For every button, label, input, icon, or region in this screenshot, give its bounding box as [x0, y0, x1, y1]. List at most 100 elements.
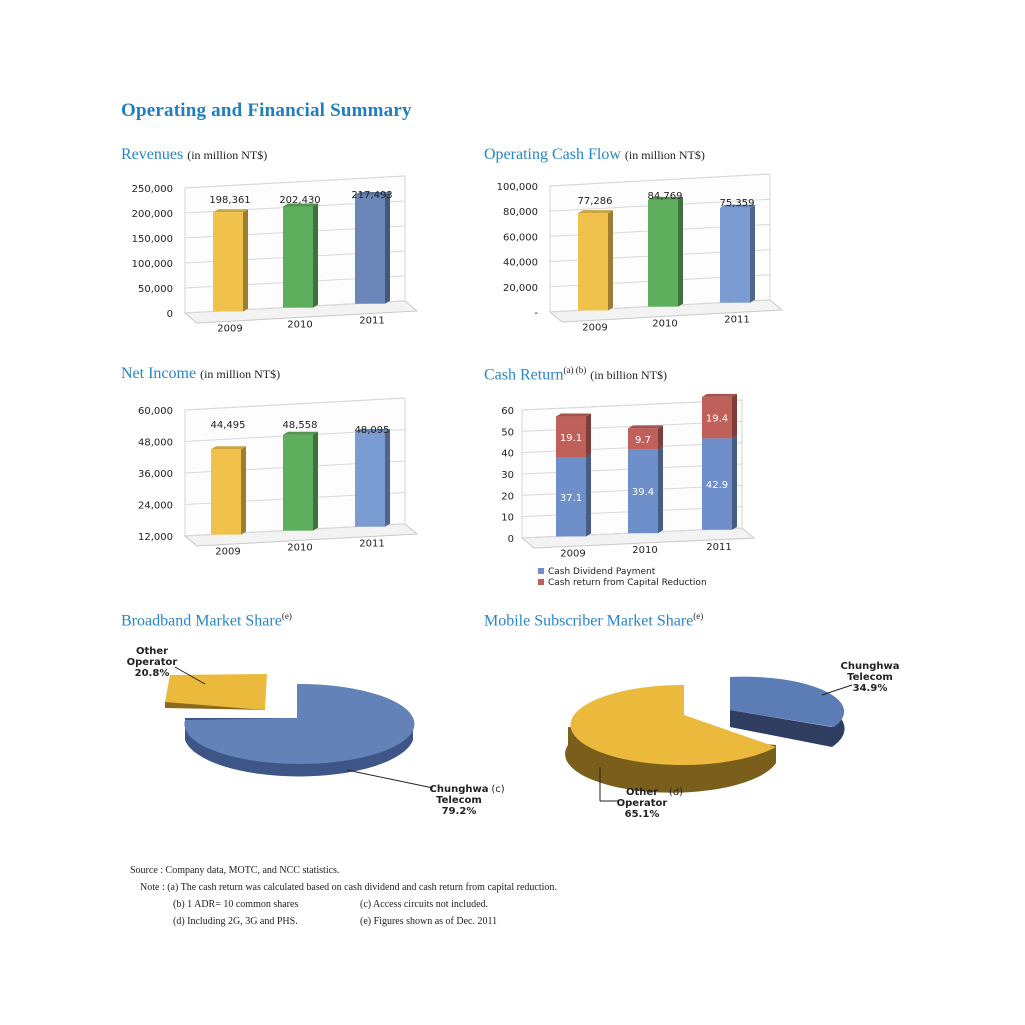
mob-other-note: (d) — [669, 787, 683, 798]
bar-side — [678, 196, 683, 307]
y-tick-label: 12,000 — [138, 532, 173, 543]
bb-leader-other — [174, 666, 206, 685]
bar-top — [355, 191, 390, 195]
y-tick-label: 100,000 — [497, 182, 538, 193]
mob-cht-label-2: Telecom — [847, 672, 893, 683]
bar-top — [283, 431, 318, 435]
y-tick-label: 24,000 — [138, 501, 173, 512]
cashflow-chart: - 20,000 40,000 60,000 80,000 100,000 77,286 20… — [480, 173, 785, 341]
bar-side — [586, 413, 591, 458]
broadband-sup: (e) — [281, 611, 292, 621]
bar-side — [313, 431, 318, 531]
bb-cht-value: 79.2% — [442, 806, 477, 817]
revenues-unit: (in million NT$) — [187, 148, 268, 162]
bar-side — [241, 446, 246, 535]
bar — [578, 213, 608, 311]
bar-top — [720, 204, 755, 208]
bar-top — [283, 203, 318, 207]
mob-slice-cht — [730, 676, 845, 727]
y-tick-label: 200,000 — [132, 209, 173, 220]
x-tick-label: 2011 — [724, 315, 749, 326]
bar-side — [586, 454, 591, 537]
bar — [213, 212, 243, 312]
x-tick-label: 2009 — [560, 548, 585, 559]
cashreturn-chart: 0 10 20 30 40 50 60 37.1 19.1 2009 39.4 9.7 2010 42.9… — [480, 393, 770, 588]
mob-leader-cht — [821, 684, 853, 696]
x-tick-label: 2009 — [582, 322, 607, 333]
y-tick-label: 50 — [501, 427, 514, 438]
data-label: 202,430 — [279, 195, 320, 206]
mob-slice-other — [570, 684, 776, 765]
netincome-chart: 12,000 24,000 36,000 48,000 60,000 44,495 2009… — [115, 397, 420, 568]
mob-cht-value: 34.9% — [853, 683, 888, 694]
data-label: 19.4 — [706, 414, 728, 425]
data-label: 48,558 — [283, 420, 318, 431]
note-row-b-c: (b) 1 ADR= 10 common shares (c) Access c… — [130, 896, 557, 913]
y-tick-label: 100,000 — [132, 259, 173, 270]
y-tick-label: 150,000 — [132, 234, 173, 245]
data-label: 9.7 — [635, 435, 651, 446]
y-tick-label: 0 — [167, 309, 173, 320]
data-label: 198,361 — [209, 195, 250, 206]
cashflow-heading: Operating Cash Flow (in million NT$) — [484, 146, 705, 164]
bar-top — [355, 428, 390, 432]
netincome-heading: Net Income (in million NT$) — [121, 365, 280, 383]
x-tick-label: 2010 — [287, 543, 312, 554]
data-label: 84,769 — [648, 191, 683, 202]
note-e: (e) Figures shown as of Dec. 2011 — [360, 916, 498, 927]
y-tick-label: 20,000 — [503, 283, 538, 294]
bar — [702, 438, 732, 530]
data-label: 217,493 — [351, 190, 392, 201]
bar — [702, 396, 732, 439]
y-tick-label: 40,000 — [503, 258, 538, 269]
x-tick-label: 2009 — [215, 547, 240, 558]
bb-cht-note: (c) — [491, 784, 504, 795]
cashreturn-unit: (in billion NT$) — [590, 368, 667, 383]
bar-side — [385, 428, 390, 527]
cashflow-title: Operating Cash Flow — [484, 146, 621, 163]
legend-swatch — [538, 579, 544, 585]
bar-side — [658, 425, 663, 450]
data-label: 75,359 — [720, 198, 755, 209]
bar-side — [608, 210, 613, 311]
bar-side — [243, 209, 248, 312]
page-title: Operating and Financial Summary — [121, 100, 412, 121]
revenues-heading: Revenues (in million NT$) — [121, 146, 267, 164]
note-row-d-e: (d) Including 2G, 3G and PHS. (e) Figure… — [130, 913, 557, 930]
bar-top — [628, 425, 663, 429]
y-tick-label: 50,000 — [138, 284, 173, 295]
data-label: 37.1 — [560, 493, 582, 504]
broadband-pie-chart: Other Operator 20.8% Chunghwa (c) Teleco… — [115, 640, 515, 825]
bar — [556, 416, 586, 458]
bar-side — [750, 204, 755, 303]
cashreturn-sup: (a) (b) — [563, 365, 587, 375]
bar — [556, 457, 586, 537]
bb-other-label-1: Other — [136, 646, 168, 657]
legend-label: Cash Dividend Payment — [548, 567, 656, 577]
bar-top — [578, 210, 613, 214]
note-d: (d) Including 2G, 3G and PHS. — [173, 916, 298, 927]
netincome-unit: (in million NT$) — [200, 367, 281, 381]
x-tick-label: 2010 — [632, 545, 657, 556]
y-tick-label: 80,000 — [503, 207, 538, 218]
gridline — [549, 173, 771, 187]
bar-side — [732, 393, 737, 439]
bar-side — [732, 435, 737, 530]
bb-slice-other — [165, 674, 267, 710]
bb-leader-cht — [346, 769, 434, 789]
bb-cht-label-1: Chunghwa — [430, 784, 489, 795]
y-tick-label: - — [534, 308, 538, 319]
revenues-chart: 0 50,000 100,000 150,000 200,000 250,000 198,3… — [115, 175, 420, 341]
x-tick-label: 2010 — [652, 319, 677, 330]
bar-side — [313, 203, 318, 308]
bar-side — [385, 191, 390, 304]
note-b: (b) 1 ADR= 10 common shares — [173, 899, 299, 910]
legend-swatch — [538, 568, 544, 574]
bar — [648, 199, 678, 307]
netincome-title: Net Income — [121, 365, 197, 382]
bar — [355, 194, 385, 304]
broadband-heading: Broadband Market Share(e) — [121, 611, 292, 630]
cashflow-unit: (in million NT$) — [624, 148, 705, 162]
broadband-title: Broadband Market Share — [121, 612, 282, 630]
y-tick-label: 60,000 — [503, 232, 538, 243]
